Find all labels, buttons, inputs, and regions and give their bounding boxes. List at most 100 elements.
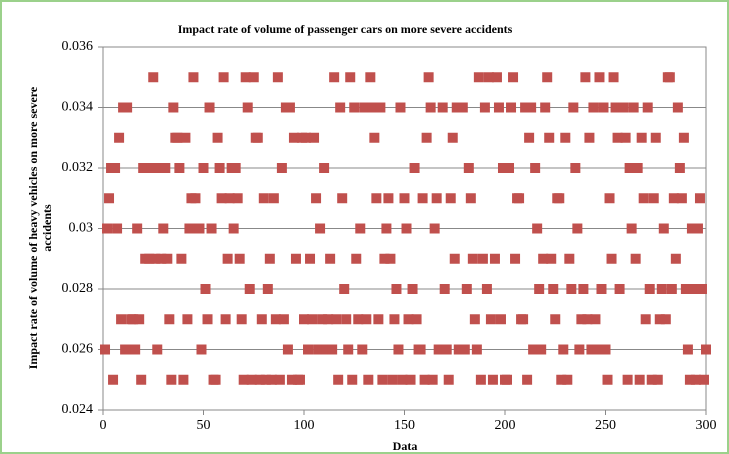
point	[104, 193, 115, 204]
point	[347, 374, 358, 385]
point	[528, 344, 539, 355]
point	[363, 374, 374, 385]
point	[333, 374, 344, 385]
point	[680, 284, 691, 294]
x-tick-label: 300	[696, 418, 717, 433]
point	[618, 102, 629, 113]
point	[558, 344, 569, 355]
point	[580, 72, 591, 83]
point	[423, 72, 434, 83]
point	[317, 314, 328, 325]
point	[692, 223, 703, 234]
point	[522, 374, 533, 385]
y-tick-label: 0.03	[69, 221, 94, 236]
point	[315, 223, 326, 234]
point	[447, 132, 458, 143]
point	[437, 102, 448, 113]
point	[467, 253, 478, 264]
point	[122, 102, 133, 113]
point	[180, 132, 191, 143]
point	[158, 223, 169, 234]
point	[684, 374, 695, 385]
point	[682, 344, 693, 355]
point	[194, 223, 205, 234]
point	[656, 284, 667, 294]
point	[652, 374, 663, 385]
point	[546, 253, 557, 264]
point	[124, 344, 135, 355]
point	[646, 374, 657, 385]
x-tick-label: 0	[100, 418, 107, 433]
point	[664, 72, 675, 83]
point	[154, 163, 165, 173]
point	[248, 72, 259, 83]
point	[162, 253, 173, 264]
point	[634, 374, 645, 385]
point	[658, 223, 669, 234]
point	[299, 314, 309, 325]
point	[262, 284, 273, 294]
point	[294, 374, 305, 385]
point	[576, 314, 587, 325]
point	[224, 193, 235, 204]
point	[214, 163, 225, 173]
point	[696, 284, 707, 294]
point	[628, 102, 639, 113]
point	[610, 102, 621, 113]
point	[417, 193, 428, 204]
point	[272, 72, 283, 83]
point	[612, 132, 623, 143]
point	[387, 374, 398, 385]
point	[622, 374, 633, 385]
point	[351, 253, 362, 264]
point	[270, 314, 281, 325]
point	[355, 223, 366, 234]
point	[686, 223, 697, 234]
point	[278, 314, 289, 325]
point	[554, 193, 565, 204]
point	[510, 253, 521, 264]
point	[526, 102, 537, 113]
chart-title: Impact rate of volume of passenger cars …	[178, 22, 513, 36]
point	[353, 314, 364, 325]
point	[640, 314, 651, 325]
point	[449, 253, 460, 264]
point	[238, 374, 249, 385]
point	[435, 344, 446, 355]
point	[152, 344, 163, 355]
point	[325, 253, 336, 264]
point	[234, 253, 245, 264]
point	[630, 253, 641, 264]
point	[399, 193, 410, 204]
point	[524, 132, 535, 143]
point	[136, 374, 147, 385]
point	[240, 72, 251, 83]
point	[560, 132, 571, 143]
point	[391, 284, 402, 294]
y-tick-label: 0.036	[62, 39, 94, 54]
point	[530, 163, 541, 173]
point	[150, 253, 161, 264]
point	[254, 374, 265, 385]
point	[274, 374, 285, 385]
point	[220, 314, 231, 325]
point	[540, 102, 551, 113]
y-tick-label: 0.034	[62, 100, 94, 115]
point	[407, 284, 418, 294]
point	[620, 132, 631, 143]
point	[319, 163, 330, 173]
point	[461, 284, 472, 294]
point	[222, 253, 233, 264]
point	[654, 314, 665, 325]
point	[604, 193, 615, 204]
point	[367, 102, 378, 113]
point	[590, 314, 601, 325]
point	[650, 132, 661, 143]
point	[110, 163, 121, 173]
point	[260, 374, 271, 385]
point	[305, 253, 316, 264]
point	[212, 132, 223, 143]
point	[371, 193, 382, 204]
point	[514, 193, 525, 204]
